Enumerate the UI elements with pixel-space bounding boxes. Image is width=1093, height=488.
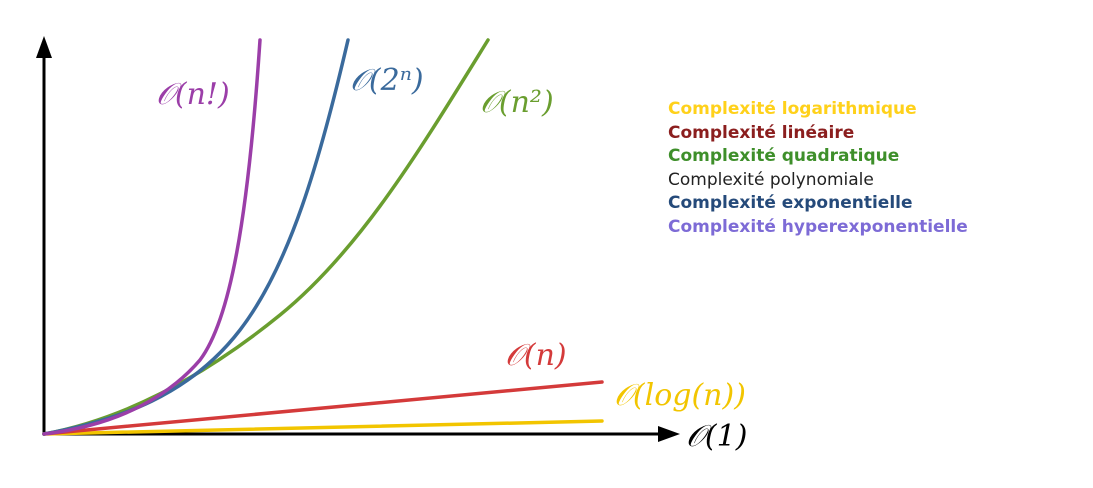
legend-item-logarithmic: Complexité logarithmique [668, 99, 917, 119]
curve-factorial [42, 38, 262, 436]
x-axis-end-label: 𝒪(1) [686, 419, 747, 454]
label-factorial: 𝒪(n!) [156, 77, 230, 112]
legend-item-quadratic: Complexité quadratique [668, 146, 900, 166]
x-axis-arrow-icon [658, 426, 680, 442]
legend-item-polynomial: Complexité polynomiale [668, 169, 874, 190]
label-exponential: 𝒪(2ⁿ) [350, 63, 424, 98]
legend-item-exponential: Complexité exponentielle [668, 193, 913, 213]
curve-logarithmic [42, 419, 604, 436]
label-logarithmic: 𝒪(log(n)) [614, 378, 746, 413]
y-axis-arrow-icon [36, 36, 52, 58]
label-quadratic: 𝒪(n²) [480, 85, 554, 120]
legend-item-linear: Complexité linéaire [668, 122, 855, 143]
legend-item-hyperexponential: Complexité hyperexponentielle [668, 216, 968, 237]
label-linear: 𝒪(n) [505, 338, 567, 373]
curve-quadratic [42, 38, 490, 436]
curve-linear [42, 380, 604, 436]
legend: Complexité logarithmique Complexité liné… [668, 98, 968, 239]
